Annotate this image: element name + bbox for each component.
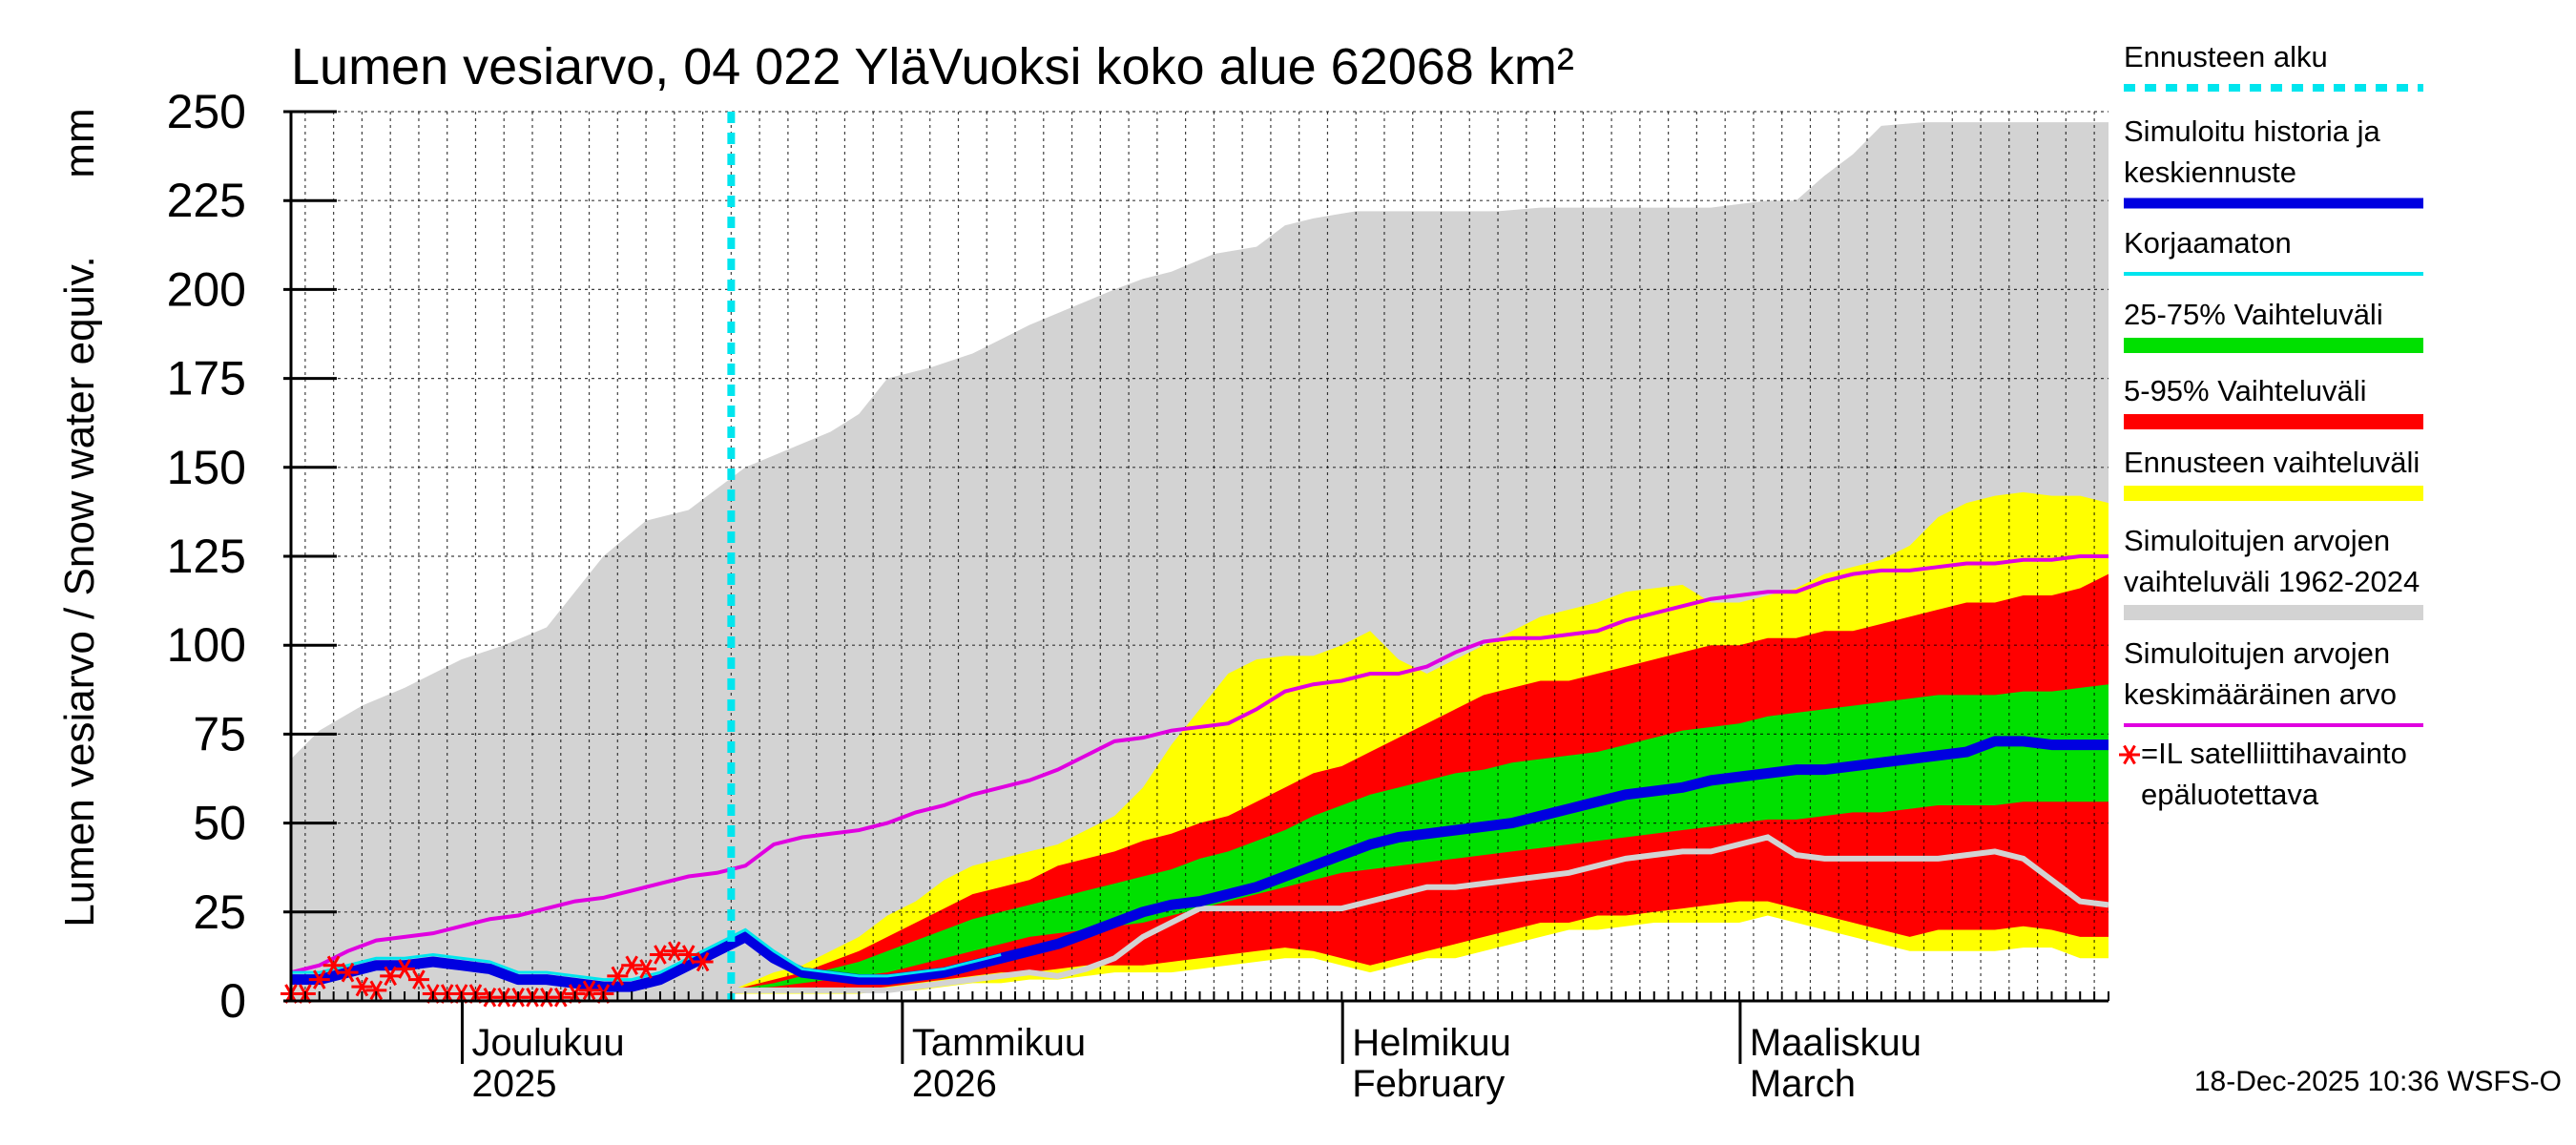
satellite-point [692,951,714,972]
legend-label: Korjaamaton [2124,226,2292,260]
y-axis-unit: mm [56,108,103,177]
satellite-star-stroke [384,966,397,987]
satellite-point [607,966,629,987]
y-tick-label: 0 [219,974,246,1028]
y-tick-label: 150 [167,441,246,494]
y-tick-label: 100 [167,618,246,672]
x-year-label: 2026 [912,1063,997,1105]
satellite-star-stroke [625,955,638,975]
satellite-point [351,976,373,997]
y-tick-label: 250 [167,85,246,138]
satellite-point [394,959,416,979]
satellite-point [322,955,344,975]
x-month-label: Maaliskuu [1750,1022,1922,1064]
satellite-point [380,966,402,987]
satellite-point [635,959,657,979]
satellite-point [677,945,699,965]
legend-star-stroke [2123,744,2136,765]
satellite-star-stroke [398,959,411,979]
x-month-label: Tammikuu [912,1022,1086,1064]
satellite-point [649,945,671,965]
legend-item-4: 5-95% Vaihteluväli [2124,374,2423,429]
legend-label: Simuloitu historia ja [2124,114,2381,148]
satellite-star-stroke [355,976,369,997]
mean-line [290,554,2109,975]
y-axis-label: Lumen vesiarvo / Snow water equiv. [56,256,103,927]
satellite-star-stroke [639,959,653,979]
legend-item-8: =IL satelliittihavainto epäluotettava [2119,737,2407,811]
legend-label: epäluotettava [2141,778,2319,811]
y-tick-label: 225 [167,174,246,227]
legend-swatch [2124,338,2423,353]
y-tick-label: 200 [167,262,246,316]
series-lines [290,112,2109,1001]
satellite-star-stroke [696,951,710,972]
legend-label: keskiennuste [2124,156,2296,189]
y-tick-label: 75 [193,707,246,760]
range-bands [291,122,2109,1001]
satellite-star-stroke [369,980,384,1001]
legend-item-2: Korjaamaton [2124,226,2423,276]
satellite-point [621,955,643,975]
legend-label: Simuloitujen arvojen [2124,524,2390,557]
satellite-star-stroke [341,962,355,983]
satellite-point [365,980,387,1001]
legend-item-1: Simuloitu historia ja keskiennuste [2124,114,2423,209]
legend-swatch [2124,486,2423,501]
y-tick-label: 175 [167,352,246,406]
legend-label: 25-75% Vaihteluväli [2124,298,2383,331]
satellite-star-stroke [412,969,426,989]
simulated-gray-line [731,834,2109,993]
y-tick-label: 125 [167,530,246,583]
uncorrected-line [291,927,1002,982]
legend-item-3: 25-75% Vaihteluväli [2124,298,2423,353]
satellite-point [663,941,685,962]
axes: 0 25 50 75 100 125 150 175 200 225 250 Joulukuu2025… [167,85,2109,1105]
satellite-point [337,962,359,983]
legend-label: Ennusteen vaihteluväli [2124,446,2420,479]
satellite-point [578,980,600,1001]
legend-label: vaihteluväli 1962-2024 [2124,565,2420,598]
legend-label: Ennusteen alku [2124,40,2328,73]
x-year-label: March [1750,1063,1856,1105]
x-year-label: February [1352,1063,1505,1105]
legend-label: Simuloitujen arvojen [2124,636,2390,670]
x-year-label: 2025 [471,1063,556,1105]
satellite-star-stroke [654,945,667,965]
satellite-star-stroke [681,945,696,965]
satellite-star-stroke [668,941,681,962]
satellite-star-stroke [611,966,625,987]
legend: Ennusteen alku Simuloitu historia ja keski… [2119,40,2423,811]
chart-title: Lumen vesiarvo, 04 022 YläVuoksi koko al… [291,38,1574,95]
x-month-label: Helmikuu [1352,1022,1511,1064]
legend-swatch [2124,605,2423,620]
legend-item-5: Ennusteen vaihteluväli [2124,446,2423,501]
legend-swatch [2124,414,2423,429]
median-forecast-line [291,736,2109,992]
satellite-star-stroke [326,955,341,975]
satellite-point [407,969,429,989]
y-tick-label: 25 [193,885,246,939]
legend-label: =IL satelliittihavainto [2141,737,2407,770]
y-tick-label: 50 [193,797,246,850]
timestamp-footer: 18-Dec-2025 10:36 WSFS-O [2194,1066,2562,1097]
legend-item-7: Simuloitujen arvojen keskimääräinen arvo [2124,636,2423,727]
satellite-point [308,969,330,989]
legend-item-6: Simuloitujen arvojen vaihteluväli 1962-20… [2124,524,2423,620]
legend-item-0: Ennusteen alku [2124,40,2423,92]
satellite-star-stroke [582,980,596,1001]
satellite-star-stroke [312,969,326,989]
legend-label: keskimääräinen arvo [2124,677,2397,711]
band-6 [731,915,2109,1001]
legend-label: 5-95% Vaihteluväli [2124,374,2366,407]
x-month-label: Joulukuu [471,1022,624,1064]
